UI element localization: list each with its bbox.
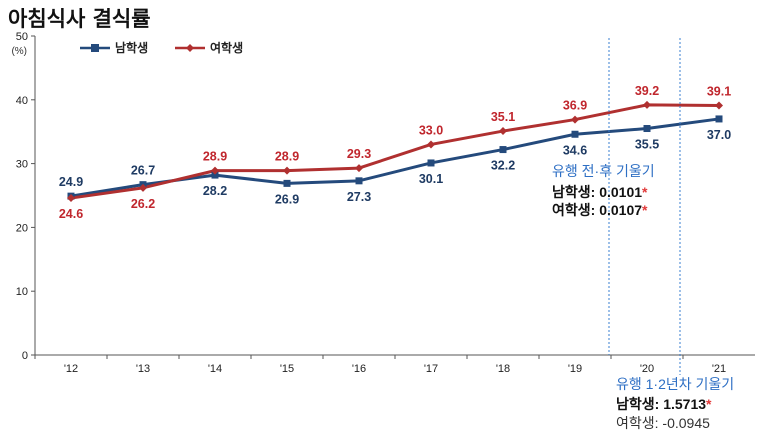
female-data-label: 36.9 [563,99,587,113]
x-tick-label: '16 [352,363,366,375]
x-tick-label: '17 [424,363,438,375]
female-data-label: 39.1 [707,85,731,99]
male-data-label: 35.5 [635,138,659,152]
male-data-point [643,125,651,133]
female-data-point [283,166,291,175]
male-data-label: 28.2 [203,184,227,198]
male-data-point [571,130,579,138]
y-tick-label: 50 [16,31,28,43]
chart-title: 아침식사 결식률 [8,7,151,31]
series-female-line [70,103,720,200]
y-axis-unit: (%) [11,46,27,57]
female-data-point [139,183,147,192]
annotation-years-1-2-male: 남학생: 1.5713* [616,396,712,412]
male-data-label: 24.9 [59,175,83,189]
male-data-label: 26.9 [275,192,299,206]
annotation-years-1-2: 유행 1·2년차 기울기 남학생: 1.5713* 여학생: -0.0945 [616,376,734,431]
y-tick-label: 0 [22,350,28,362]
male-data-label: 34.6 [563,143,587,157]
plot-area: 24.9 24.6 26.7 26.2 28.2 28.9 26.9 28.9 27.3 29.3… [59,84,731,221]
x-tick-label: '12 [64,363,78,375]
annotation-pre-post: 유행 전·후 기울기 남학생: 0.0101* 여학생: 0.0107* [552,163,655,218]
annotation-pre-post-male: 남학생: 0.0101* [552,184,648,200]
female-data-point [67,194,75,203]
female-data-point [211,166,219,175]
male-data-point [427,159,435,167]
x-tick-label: '13 [136,363,150,375]
x-tick-label: '15 [280,363,294,375]
female-data-label: 33.0 [419,123,443,137]
male-data-label: 26.7 [131,164,155,178]
male-data-label: 30.1 [419,172,443,186]
annotation-years-1-2-female: 여학생: -0.0945 [616,415,710,431]
axes: 0 10 20 30 40 50 (%) '12 '13 '14 '15 '16 '17 '18 '19 '2… [11,31,755,375]
female-data-label: 35.1 [491,110,515,124]
female-data-label: 28.9 [275,150,299,164]
annotation-years-1-2-heading: 유행 1·2년차 기울기 [616,376,734,392]
female-data-label: 29.3 [347,147,371,161]
female-data-label: 28.9 [203,150,227,164]
female-data-label: 26.2 [131,197,155,211]
y-tick-label: 20 [16,222,28,234]
female-data-label: 24.6 [59,207,83,221]
male-data-point [211,171,219,179]
x-tick-label: '21 [712,363,726,375]
x-tick-label: '19 [568,363,582,375]
female-data-point [355,164,363,173]
male-data-label: 37.0 [707,128,731,142]
female-data-point [499,127,507,136]
male-data-point [355,177,363,185]
female-data-point [571,115,579,124]
x-tick-label: '20 [640,363,654,375]
female-data-point [427,140,435,149]
male-data-point [499,146,507,154]
legend-female-marker [186,44,194,52]
male-data-label: 27.3 [347,190,371,204]
y-tick-label: 30 [16,159,28,171]
legend-female-label: 여학생 [210,40,243,55]
legend-male-label: 남학생 [115,40,148,55]
legend-male-marker [91,44,99,52]
female-data-point [715,101,723,110]
annotation-pre-post-heading: 유행 전·후 기울기 [552,163,655,179]
y-tick-label: 10 [16,286,28,298]
annotation-pre-post-female: 여학생: 0.0107* [552,202,648,218]
legend: 남학생 여학생 [80,40,243,55]
female-data-label: 39.2 [635,84,659,98]
male-data-point [283,179,291,187]
male-data-label: 32.2 [491,159,515,173]
x-tick-label: '14 [208,363,222,375]
male-data-point [715,115,723,123]
x-tick-label: '18 [496,363,510,375]
female-data-point [643,100,651,109]
y-tick-label: 40 [16,95,28,107]
